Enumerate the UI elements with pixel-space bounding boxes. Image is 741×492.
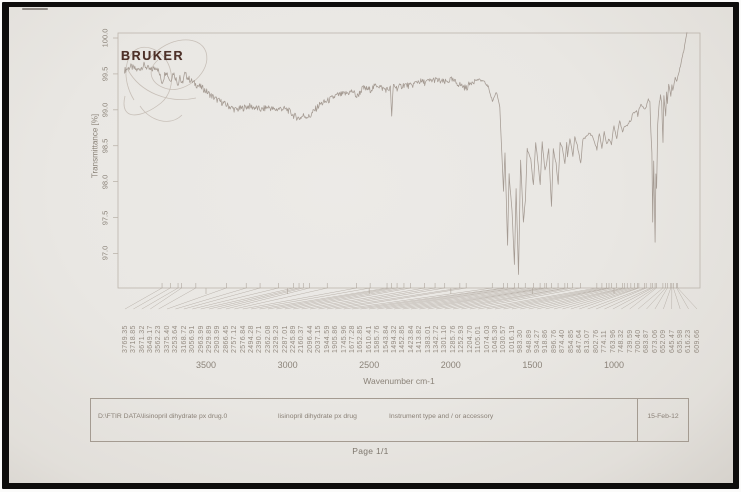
peak-label: 948.89	[525, 329, 533, 353]
peak-label: 739.59	[626, 329, 634, 353]
peak-label: 683.87	[643, 329, 651, 353]
peak-label: 774.11	[601, 330, 609, 353]
peak-label: 1610.41	[365, 325, 373, 353]
footer-instrument-note: Instrument type and / or accessory	[389, 413, 494, 420]
peak-label: 1423.84	[407, 325, 415, 353]
peak-label: 2362.08	[264, 325, 272, 353]
peak-label: 874.40	[559, 329, 567, 353]
peak-label: 847.64	[576, 329, 584, 353]
peak-label: 700.40	[634, 329, 642, 353]
peak-label: 1285.76	[449, 325, 457, 353]
peak-label: 1677.28	[348, 325, 356, 353]
peak-label: 1301.10	[441, 325, 449, 353]
peak-label: 616.23	[685, 329, 693, 353]
peak-label: 918.86	[542, 329, 550, 353]
peak-label: 1204.70	[466, 325, 474, 353]
x-axis-title: Wavenumber cm-1	[363, 376, 435, 386]
peak-label: 3649.17	[147, 325, 155, 353]
peak-label: 1030.57	[500, 325, 508, 353]
peak-label: 763.96	[609, 329, 617, 353]
peak-label: 652.09	[660, 329, 668, 353]
peak-label: 609.66	[693, 329, 701, 353]
y-tick-label: 97.5	[100, 210, 110, 225]
peak-label: 3253.64	[172, 325, 180, 353]
peak-label: 3769.35	[121, 325, 129, 353]
printout-paper	[9, 7, 733, 483]
logo-sketch	[123, 39, 208, 122]
footer-date-divider	[637, 399, 638, 441]
peak-label: 1074.03	[483, 325, 491, 353]
peak-label: 1045.30	[491, 325, 499, 353]
peak-label: 2929.89	[205, 325, 213, 353]
peak-label: 1383.01	[424, 325, 432, 353]
peak-label: 645.47	[668, 329, 676, 353]
peak-label: 2390.71	[256, 325, 264, 353]
y-axis-title: Transmittance [%]	[90, 113, 100, 179]
scan-scuff-mark	[22, 8, 48, 10]
peak-label: 802.76	[592, 329, 600, 353]
peak-label: 2494.28	[247, 325, 255, 353]
peak-label: 1452.85	[399, 325, 407, 353]
peak-label: 1905.86	[332, 325, 340, 353]
peak-label: 2866.45	[222, 325, 230, 353]
peak-label: 1413.82	[416, 325, 424, 353]
peak-label: 1105.01	[475, 325, 483, 353]
peak-label: 3562.23	[155, 325, 163, 353]
y-tick-label: 99.5	[100, 66, 110, 82]
peak-label: 1342.72	[433, 325, 441, 353]
peak-label: 3168.72	[180, 325, 188, 353]
peak-label: 673.06	[651, 329, 659, 353]
peak-label: 1016.19	[508, 325, 516, 353]
x-tick-label: 3500	[195, 360, 217, 370]
footer-sample-name: lisinopril dihydrate px drug	[278, 413, 357, 420]
peak-label: 2096.44	[306, 325, 314, 353]
y-tick-label: 98.5	[100, 138, 110, 153]
y-tick-label: 97.0	[100, 246, 110, 261]
peak-label: 1585.76	[374, 325, 382, 353]
peak-label: 1494.32	[390, 325, 398, 353]
page-number: Page 1/1	[352, 446, 389, 456]
footer-file-path: D:\FTIR DATA\lisinopril dihydrate px dru…	[98, 413, 228, 420]
peak-label: 2037.15	[315, 325, 323, 353]
x-tick-label: 3000	[277, 360, 298, 370]
peak-label: 1944.59	[323, 325, 331, 353]
peak-label: 2576.84	[239, 325, 247, 353]
y-tick-label: 98.0	[100, 174, 110, 189]
peak-label: 1252.93	[458, 325, 466, 353]
peak-label: 2329.23	[273, 325, 281, 353]
bruker-logo: BRUKER	[121, 49, 185, 63]
peak-label: 2160.37	[298, 325, 306, 353]
peak-label: 2757.12	[231, 325, 239, 353]
x-tick-label: 1000	[603, 360, 625, 370]
peak-label: 3718.85	[130, 325, 138, 353]
peak-label: 2287.01	[281, 325, 289, 353]
x-tick-label: 2500	[359, 360, 380, 370]
x-tick-label: 1500	[522, 360, 543, 370]
footer-date: 15-Feb-12	[647, 413, 679, 420]
footer-info-box: D:\FTIR DATA\lisinopril dihydrate px dru…	[90, 398, 689, 442]
peak-label: 896.76	[550, 329, 558, 353]
peak-label: 1745.96	[340, 325, 348, 353]
peak-label: 3056.91	[189, 325, 197, 353]
peak-label: 813.07	[584, 329, 592, 353]
peak-label: 854.85	[567, 329, 575, 353]
peak-label: 983.30	[517, 329, 525, 353]
peak-label: 2245.89	[290, 325, 298, 353]
peak-label: 1543.84	[382, 325, 390, 353]
peak-label: 934.27	[533, 329, 541, 353]
peak-label: 2963.99	[197, 325, 205, 353]
y-tick-label: 99.0	[100, 102, 110, 118]
peak-label: 1652.85	[357, 325, 365, 353]
y-tick-label: 100.0	[100, 28, 110, 48]
peak-label: 635.98	[676, 329, 684, 353]
peak-label: 2903.99	[214, 325, 222, 353]
x-tick-label: 2000	[440, 360, 461, 370]
peak-label: 3671.32	[138, 325, 146, 353]
peak-label: 748.32	[618, 329, 626, 353]
peak-label: 3375.40	[163, 325, 171, 353]
